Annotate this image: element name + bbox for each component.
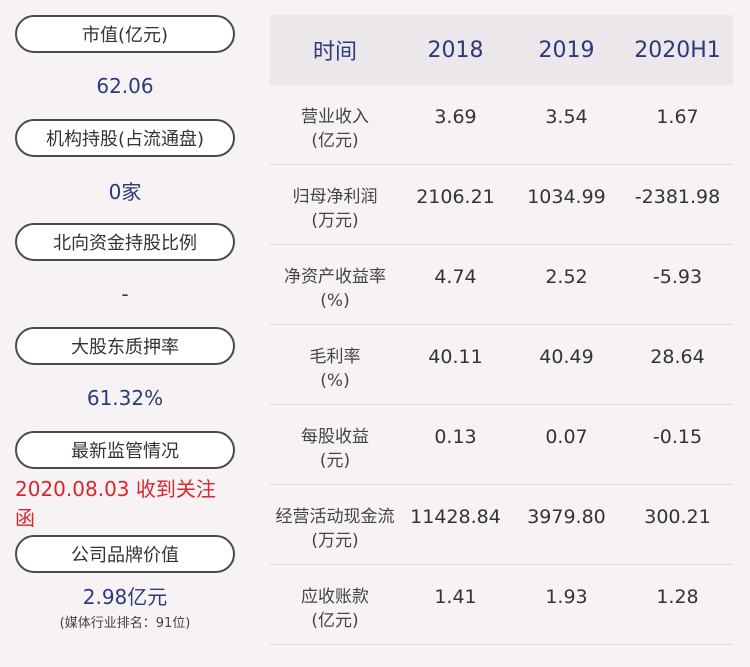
table-cell: 40.11: [428, 346, 483, 368]
row-label: 经营活动现金流 (万元): [270, 485, 400, 553]
row-name: 营业收入: [301, 107, 369, 127]
summary-value-text: 62.06: [96, 74, 154, 98]
row-label: 每股收益 (元): [270, 405, 400, 473]
table-row: 净资产收益率 (%) 4.74 2.52 -5.93: [270, 245, 733, 325]
summary-pledge-ratio: 大股东质押率 61.32%: [15, 327, 235, 431]
row-name: 净资产收益率: [284, 267, 386, 287]
table-cell: 300.21: [644, 506, 711, 528]
summary-value-text: 2.98亿元: [82, 585, 168, 609]
table-cell: 2106.21: [416, 186, 495, 208]
summary-value: -: [15, 261, 235, 327]
summary-value: 0家: [15, 157, 235, 223]
row-unit: (%): [320, 291, 350, 311]
row-name: 归母净利润: [292, 187, 378, 207]
table-cell: 1034.99: [527, 186, 606, 208]
financial-table: 时间 2018 2019 2020H1 营业收入 (亿元) 3.69 3.54 1…: [270, 15, 733, 645]
row-unit: (亿元): [311, 611, 359, 631]
summary-value-text: 0家: [108, 179, 142, 204]
table-cell: 3.54: [545, 106, 588, 128]
table-cell: 4.74: [434, 266, 477, 288]
row-unit: (元): [319, 451, 351, 471]
summary-value: 62.06: [15, 53, 235, 119]
table-cell: -0.15: [652, 426, 703, 448]
summary-value-text: -: [121, 282, 129, 306]
table-row: 毛利率 (%) 40.11 40.49 28.64: [270, 325, 733, 405]
summary-market-cap: 市值(亿元) 62.06: [15, 15, 235, 119]
header-cell-2019: 2019: [538, 37, 595, 63]
row-label: 营业收入 (亿元): [270, 85, 400, 153]
row-unit: (%): [320, 371, 350, 391]
row-name: 毛利率: [309, 347, 361, 367]
row-name: 每股收益: [301, 427, 369, 447]
table-cell: 2.52: [545, 266, 588, 288]
summary-label: 公司品牌价值: [15, 535, 235, 573]
row-label: 应收账款 (亿元): [270, 565, 400, 633]
summary-value: 2.98亿元 (媒体行业排名：91位): [15, 573, 235, 639]
table-row: 归母净利润 (万元) 2106.21 1034.99 -2381.98: [270, 165, 733, 245]
table-cell: 3979.80: [527, 506, 606, 528]
table-cell: 3.69: [434, 106, 477, 128]
table-cell: -5.93: [652, 266, 703, 288]
table-row: 经营活动现金流 (万元) 11428.84 3979.80 300.21: [270, 485, 733, 565]
table-cell: -2381.98: [634, 186, 721, 208]
summary-label: 最新监管情况: [15, 431, 235, 469]
header-cell-2018: 2018: [427, 37, 484, 63]
table-header: 时间 2018 2019 2020H1: [270, 15, 733, 85]
table-cell: 0.13: [434, 426, 477, 448]
summary-institutional-holding: 机构持股(占流通盘) 0家: [15, 119, 235, 223]
row-name: 经营活动现金流: [275, 507, 395, 527]
table-row: 每股收益 (元) 0.13 0.07 -0.15: [270, 405, 733, 485]
table-cell: 0.07: [545, 426, 588, 448]
table-cell: 11428.84: [410, 506, 501, 528]
summary-value-text: 61.32%: [86, 386, 164, 410]
summary-brand-value: 公司品牌价值 2.98亿元 (媒体行业排名：91位): [15, 535, 235, 639]
table-cell: 28.64: [650, 346, 705, 368]
row-label: 毛利率 (%): [270, 325, 400, 393]
table-cell: 1.93: [545, 586, 588, 608]
summary-value: 2020.08.03 收到关注函: [15, 469, 235, 535]
table-cell: 1.67: [656, 106, 699, 128]
row-unit: (亿元): [311, 131, 359, 151]
row-name: 应收账款: [301, 587, 369, 607]
summary-regulatory-status: 最新监管情况 2020.08.03 收到关注函: [15, 431, 235, 535]
summary-panel: 市值(亿元) 62.06 机构持股(占流通盘) 0家 北向资金持股比例 - 大股…: [15, 15, 235, 639]
table-row: 营业收入 (亿元) 3.69 3.54 1.67: [270, 85, 733, 165]
header-cell-2020h1: 2020H1: [634, 37, 721, 63]
summary-northbound-ratio: 北向资金持股比例 -: [15, 223, 235, 327]
summary-label: 北向资金持股比例: [15, 223, 235, 261]
table-cell: 1.28: [656, 586, 699, 608]
row-unit: (万元): [311, 211, 359, 231]
table-cell: 40.49: [539, 346, 594, 368]
row-label: 归母净利润 (万元): [270, 165, 400, 233]
summary-label: 机构持股(占流通盘): [15, 119, 235, 157]
summary-value-subtext: (媒体行业排名：91位): [59, 616, 191, 631]
header-cell-period: 时间: [312, 40, 357, 65]
summary-label: 市值(亿元): [15, 15, 235, 53]
summary-label: 大股东质押率: [15, 327, 235, 365]
table-cell: 1.41: [434, 586, 477, 608]
table-row: 应收账款 (亿元) 1.41 1.93 1.28: [270, 565, 733, 645]
row-unit: (万元): [311, 531, 359, 551]
summary-value-text: 2020.08.03 收到关注函: [15, 477, 216, 530]
row-label: 净资产收益率 (%): [270, 245, 400, 313]
summary-value: 61.32%: [15, 365, 235, 431]
